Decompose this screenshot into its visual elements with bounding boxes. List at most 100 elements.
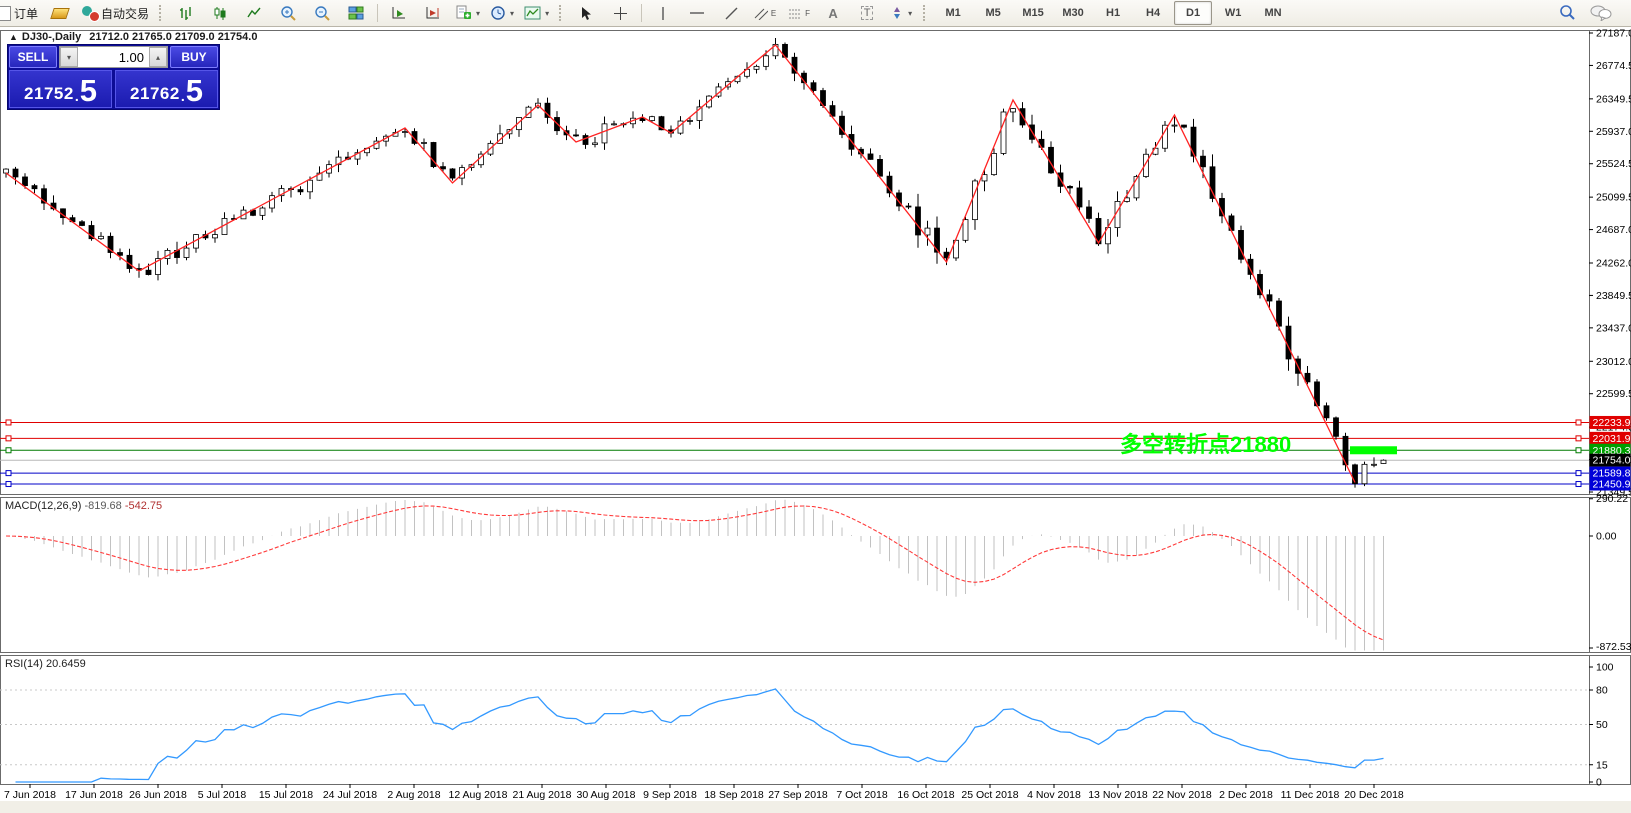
turning-point-highlight[interactable]: [1350, 446, 1397, 455]
fibonacci-icon: [789, 9, 802, 18]
svg-text:24262.0: 24262.0: [1596, 257, 1631, 269]
macd-label: MACD(12,26,9) -819.68 -542.75: [5, 500, 162, 512]
profiles-button[interactable]: ▾: [486, 1, 518, 25]
line-chart-button[interactable]: [238, 1, 270, 25]
timeframe-m5[interactable]: M5: [985, 7, 1001, 19]
crosshair-button[interactable]: [604, 1, 636, 25]
zigzag-line[interactable]: [5, 44, 1356, 483]
collapse-panel-arrow[interactable]: ▲: [9, 32, 18, 42]
timeframe-m1[interactable]: M1: [945, 7, 961, 19]
trendline-button[interactable]: [715, 1, 747, 25]
svg-text:12 Aug 2018: 12 Aug 2018: [449, 789, 508, 801]
toolbar-separator: [377, 4, 379, 22]
volume-input[interactable]: 1.00: [118, 49, 144, 65]
text-label-button[interactable]: T: [851, 1, 883, 25]
toolbar-grip: [923, 5, 928, 21]
timeframe-w1[interactable]: W1: [1224, 7, 1242, 19]
svg-text:80: 80: [1596, 685, 1608, 697]
channel-button[interactable]: E: [749, 1, 781, 25]
svg-text:2 Dec 2018: 2 Dec 2018: [1219, 789, 1273, 801]
svg-text:22599.5: 22599.5: [1596, 388, 1631, 400]
timeframe-m30[interactable]: M30: [1062, 7, 1084, 19]
chevron-down-icon: ▾: [476, 8, 481, 18]
bar-chart-icon: [180, 7, 191, 20]
macd-value-main: -819.68: [84, 500, 122, 512]
volume-increase-button[interactable]: ▴: [149, 47, 167, 67]
line-chart-icon: [247, 7, 261, 18]
svg-text:23012.0: 23012.0: [1596, 356, 1631, 368]
chat-icon: [1590, 5, 1612, 21]
rsi-name: RSI(14): [5, 658, 43, 670]
timeframe-h4[interactable]: H4: [1146, 7, 1161, 19]
text-button[interactable]: A: [817, 1, 849, 25]
buy-button[interactable]: BUY: [170, 46, 218, 68]
turning-point-annotation[interactable]: 多空转折点21880: [1120, 432, 1291, 457]
search-icon: [1560, 5, 1575, 20]
sell-button[interactable]: SELL: [9, 46, 57, 68]
new-order-label: 订单: [14, 6, 39, 21]
chat-button[interactable]: [1585, 1, 1617, 25]
cursor-icon: [582, 6, 592, 20]
one-click-trading-panel: SELL ▾ 1.00 ▴ BUY 21752. 5 21762. 5: [7, 44, 220, 110]
search-button[interactable]: [1551, 1, 1583, 25]
candlestick-chart-button[interactable]: [204, 1, 236, 25]
arrows-button[interactable]: ▾: [885, 1, 917, 25]
toolbar-separator: [641, 4, 643, 22]
volume-decrease-button[interactable]: ▾: [60, 47, 78, 67]
svg-text:25524.5: 25524.5: [1596, 158, 1631, 170]
new-order-button[interactable]: 订单: [0, 1, 42, 25]
svg-text:2 Aug 2018: 2 Aug 2018: [387, 789, 440, 801]
chevron-down-icon: ▾: [545, 8, 550, 18]
svg-text:25099.5: 25099.5: [1596, 192, 1631, 204]
crosshair-icon: [613, 6, 627, 20]
svg-text:21450.9: 21450.9: [1593, 479, 1631, 491]
cursor-button[interactable]: [570, 1, 602, 25]
svg-text:7 Oct 2018: 7 Oct 2018: [836, 789, 888, 801]
indicators-button[interactable]: ▾: [520, 1, 553, 25]
timeframe-h1[interactable]: H1: [1106, 7, 1121, 19]
vertical-line-button[interactable]: [647, 1, 679, 25]
tile-windows-icon: [348, 6, 364, 20]
ohlc-values: 21712.0 21765.0 21709.0 21754.0: [89, 31, 258, 43]
rsi-label: RSI(14) 20.6459: [5, 658, 86, 670]
svg-text:0.00: 0.00: [1596, 531, 1617, 543]
svg-text:20 Dec 2018: 20 Dec 2018: [1344, 789, 1404, 801]
macd-histogram: [15, 499, 1384, 651]
new-chart-button[interactable]: ▾: [451, 1, 484, 25]
horizontal-line-button[interactable]: [681, 1, 713, 25]
zoom-in-button[interactable]: [272, 1, 304, 25]
fibonacci-glyph: F: [805, 8, 811, 18]
svg-text:15 Jul 2018: 15 Jul 2018: [259, 789, 313, 801]
svg-text:16 Oct 2018: 16 Oct 2018: [897, 789, 954, 801]
volume-control: ▾ 1.00 ▴: [59, 46, 168, 68]
candles: [3, 37, 1387, 488]
sell-price-frac: 5: [79, 73, 97, 108]
zoom-out-button[interactable]: [306, 1, 338, 25]
bar-chart-button[interactable]: [170, 1, 202, 25]
chart-shift-button[interactable]: [417, 1, 449, 25]
svg-text:18 Sep 2018: 18 Sep 2018: [704, 789, 764, 801]
timeframe-d1[interactable]: D1: [1174, 1, 1213, 25]
svg-text:23849.5: 23849.5: [1596, 290, 1631, 302]
timeframe-m15[interactable]: M15: [1022, 7, 1044, 19]
svg-text:26349.5: 26349.5: [1596, 93, 1631, 105]
tile-windows-button[interactable]: [340, 1, 372, 25]
svg-text:27187.0: 27187.0: [1596, 28, 1631, 40]
buy-price-main: 21762: [130, 84, 180, 103]
auto-scroll-button[interactable]: [383, 1, 415, 25]
zoom-in-icon: [280, 5, 296, 21]
gold-badge-button[interactable]: [44, 1, 76, 25]
sell-price[interactable]: 21752. 5: [9, 70, 112, 108]
trendline-icon: [725, 7, 738, 19]
channel-icon: [754, 8, 768, 20]
svg-text:22233.9: 22233.9: [1593, 417, 1631, 429]
sell-price-main: 21752: [24, 84, 74, 103]
autotrading-button[interactable]: 自动交易: [78, 1, 153, 25]
fibonacci-button[interactable]: F: [783, 1, 815, 25]
chevron-down-icon: ▾: [510, 8, 515, 18]
buy-price[interactable]: 21762. 5: [115, 70, 218, 108]
svg-text:30 Aug 2018: 30 Aug 2018: [577, 789, 636, 801]
timeframe-mn[interactable]: MN: [1264, 7, 1282, 19]
